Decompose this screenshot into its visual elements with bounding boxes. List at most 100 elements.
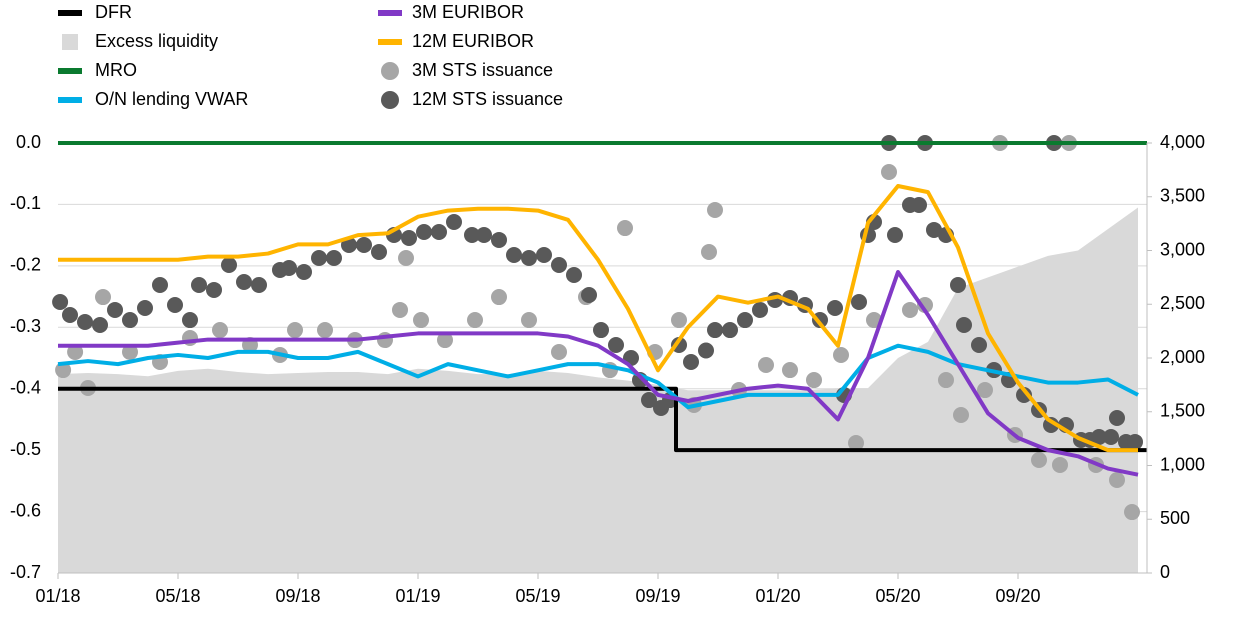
x-tick-label: 01/20 [755, 586, 800, 606]
dot [617, 220, 633, 237]
x-tick-label: 01/19 [395, 586, 440, 606]
legend-label: 12M EURIBOR [412, 31, 534, 51]
dot [206, 281, 222, 298]
y2-tick-label: 2,500 [1160, 293, 1205, 313]
dot [356, 237, 372, 254]
legend-marker [381, 91, 399, 109]
dot [671, 312, 687, 329]
y2-tick-label: 3,500 [1160, 186, 1205, 206]
x-tick-label: 05/18 [155, 586, 200, 606]
dot [251, 277, 267, 294]
legend-marker [58, 68, 82, 74]
dot [758, 356, 774, 373]
dot [95, 289, 111, 306]
dot [536, 247, 552, 264]
dot [1127, 433, 1143, 450]
dot [236, 273, 252, 290]
dot [296, 264, 312, 280]
legend-label: MRO [95, 60, 137, 80]
y-tick-label: -0.3 [10, 316, 41, 336]
y-tick-label: -0.6 [10, 500, 41, 520]
dot [911, 197, 927, 214]
x-tick-label: 01/18 [35, 586, 80, 606]
dot [566, 267, 582, 284]
dot [392, 301, 408, 318]
dot [887, 227, 903, 244]
dot [167, 297, 183, 314]
dot [464, 227, 480, 244]
y-tick-label: -0.4 [10, 377, 41, 397]
y-tick-label: -0.2 [10, 255, 41, 275]
dot [401, 230, 417, 247]
dot [107, 301, 123, 318]
dot [851, 293, 867, 310]
y2-tick-label: 3,000 [1160, 239, 1205, 259]
dot [971, 336, 987, 353]
legend-label: Excess liquidity [95, 31, 218, 51]
dot [212, 322, 228, 339]
dot [782, 362, 798, 379]
legend-marker [378, 10, 402, 16]
dot [446, 214, 462, 231]
x-tick-label: 09/20 [995, 586, 1040, 606]
y-tick-label: -0.7 [10, 562, 41, 582]
dot [881, 164, 897, 181]
dot [77, 313, 93, 330]
dot [1091, 429, 1107, 446]
dot [311, 250, 327, 267]
dot [917, 297, 933, 314]
line-layer [57, 141, 1147, 477]
dot [122, 312, 138, 329]
line [58, 184, 1138, 453]
dot [317, 322, 333, 339]
dot [1031, 452, 1047, 469]
line [58, 386, 1147, 453]
x-tick-label: 05/20 [875, 586, 920, 606]
dot [287, 322, 303, 339]
legend-marker [378, 39, 402, 45]
legend-label: 3M STS issuance [412, 60, 553, 80]
y2-tick-label: 0 [1160, 562, 1170, 582]
dot [722, 322, 738, 339]
dot [371, 244, 387, 261]
legend-marker [58, 10, 82, 16]
dot [827, 300, 843, 317]
dot [62, 307, 78, 323]
dot [326, 250, 342, 267]
y2-tick-label: 2,000 [1160, 347, 1205, 367]
dot [683, 353, 699, 370]
y2-tick-label: 4,000 [1160, 132, 1205, 152]
dot [491, 289, 507, 306]
dot [413, 312, 429, 329]
legend-label: 3M EURIBOR [412, 2, 524, 22]
dot [953, 406, 969, 423]
dot [806, 372, 822, 389]
x-tick-label: 09/19 [635, 586, 680, 606]
legend-marker [58, 97, 82, 103]
y-tick-label: -0.1 [10, 193, 41, 213]
dot [491, 231, 507, 248]
dot [902, 301, 918, 318]
dot [926, 221, 942, 238]
y-tick-label: -0.5 [10, 439, 41, 459]
dot [521, 312, 537, 329]
line [58, 270, 1139, 477]
dot [122, 343, 138, 360]
y2-tick-label: 1,000 [1160, 454, 1205, 474]
dot [701, 244, 717, 261]
dot [950, 277, 966, 294]
dot [521, 250, 537, 267]
dot [182, 312, 198, 329]
dot [551, 257, 567, 274]
dot [476, 227, 492, 244]
dot [416, 224, 432, 241]
dot [191, 277, 207, 294]
legend-label: O/N lending VWAR [95, 89, 248, 109]
dot [593, 322, 609, 339]
dot [1109, 409, 1125, 426]
x-tick-label: 05/19 [515, 586, 560, 606]
dot [52, 293, 69, 310]
dot [956, 316, 972, 333]
